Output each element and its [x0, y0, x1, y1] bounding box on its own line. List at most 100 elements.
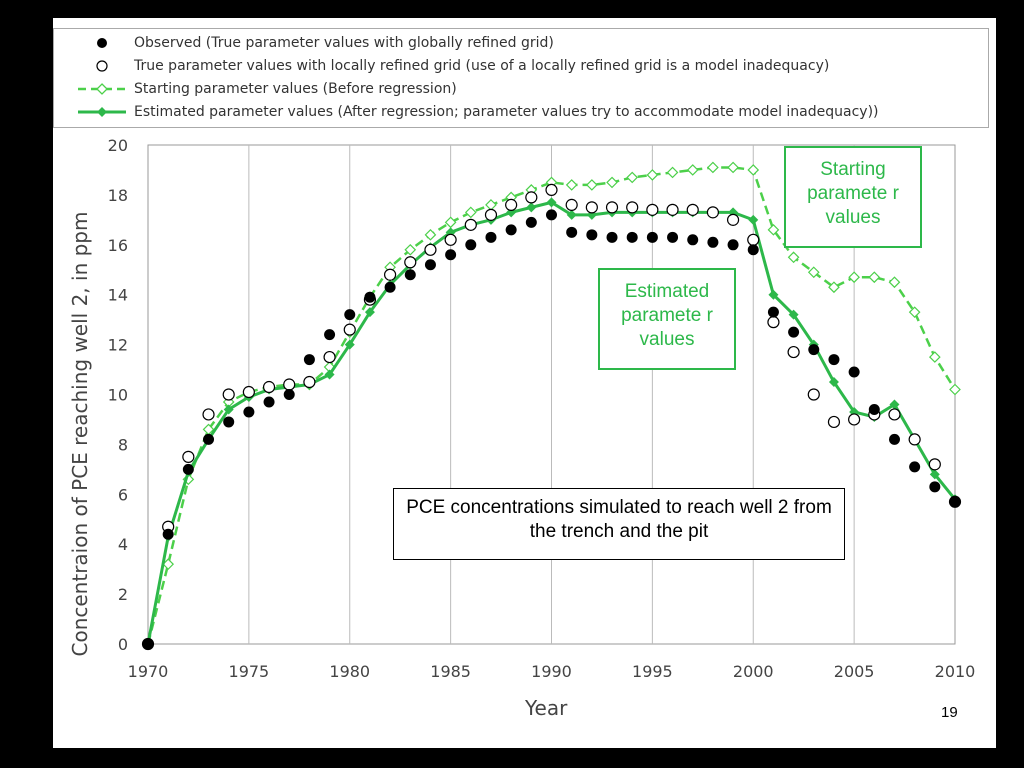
legend-label: Observed (True parameter values with glo…: [134, 35, 554, 51]
true-local-point: [464, 218, 477, 231]
starting-values-point: [928, 351, 941, 363]
true-local-point: [928, 458, 941, 471]
starting-values-point: [444, 216, 457, 229]
observed-point: [767, 306, 779, 318]
x-tick-label: 2005: [834, 662, 875, 681]
x-tick-label: 2000: [733, 662, 774, 681]
observed-point: [848, 366, 860, 378]
y-tick-label: 0: [118, 635, 128, 654]
observed-point: [566, 226, 578, 238]
starting-values-point: [949, 383, 961, 396]
starting-values-point: [767, 223, 780, 236]
true-local-point: [444, 233, 457, 246]
true-local-point: [323, 350, 336, 364]
chart-legend: Observed (True parameter values with glo…: [53, 28, 989, 128]
starting-values-point: [666, 166, 679, 179]
pce-description-text: PCE concentrations simulated to reach we…: [406, 497, 832, 542]
observed-point: [667, 231, 679, 243]
legend-item-observed: Observed (True parameter values with glo…: [54, 33, 988, 53]
true-local-point: [343, 323, 356, 336]
legend-item-estimated: Estimated parameter values (After regres…: [54, 102, 988, 122]
slide-number: 19: [941, 704, 958, 721]
observed-point: [324, 329, 336, 341]
observed-point: [687, 234, 699, 246]
observed-point: [505, 224, 517, 236]
starting-values-point: [828, 281, 840, 294]
true-local-point: [848, 413, 861, 426]
estimated-values-point: [546, 197, 557, 208]
true-local-point: [484, 208, 498, 221]
y-tick-label: 8: [118, 435, 128, 454]
true-local-point: [222, 388, 235, 401]
observed-point: [263, 396, 275, 408]
observed-point: [344, 309, 356, 321]
observed-point: [707, 236, 719, 248]
true-local-point: [908, 433, 921, 446]
x-tick-label: 1985: [430, 662, 471, 681]
x-tick-label: 1970: [128, 662, 169, 681]
true-local-point: [585, 201, 598, 214]
estimated-values-point: [526, 202, 537, 213]
x-tick-label: 1995: [632, 662, 673, 681]
legend-label: Starting parameter values (Before regres…: [134, 81, 457, 97]
observed-point: [546, 209, 557, 221]
x-axis-title: Year: [525, 696, 568, 720]
estimated-values-point: [364, 307, 375, 318]
pce-concentration-chart: 1970 1975 1980 1985 1990 1995 2000 2005 20100246…: [108, 136, 976, 681]
true-local-point: [706, 206, 720, 219]
y-tick-label: 12: [108, 336, 128, 355]
observed-point: [182, 463, 194, 475]
x-tick-label: 2010: [935, 662, 976, 681]
y-tick-label: 6: [118, 485, 128, 504]
true-local-point: [565, 198, 578, 211]
observed-point: [303, 354, 315, 366]
y-tick-label: 2: [118, 585, 128, 604]
x-tick-label: 1975: [229, 662, 270, 681]
starting-values-point: [888, 276, 901, 289]
observed-point: [223, 416, 235, 428]
observed-point: [203, 433, 215, 445]
estimated-values-point: [748, 214, 759, 225]
legend-item-starting: Starting parameter values (Before regres…: [54, 79, 988, 99]
starting-values-point: [626, 171, 639, 184]
estimated-values-point: [929, 469, 940, 480]
true-local-point: [525, 191, 538, 204]
pce-description-callout: PCE concentrations simulated to reach we…: [393, 488, 845, 560]
estimated-values-point: [788, 309, 799, 320]
y-tick-label: 4: [118, 535, 128, 554]
observed-point: [586, 229, 598, 241]
true-local-point: [726, 213, 740, 226]
y-tick-label: 10: [108, 386, 128, 405]
observed-point: [788, 326, 800, 338]
starting-values-point: [707, 161, 719, 174]
starting-values-point: [727, 161, 739, 174]
starting-values-line: [146, 166, 957, 645]
observed-point: [283, 389, 295, 400]
starting-values-point: [565, 179, 578, 191]
observed-point: [162, 528, 174, 540]
true-local-point: [505, 198, 518, 211]
observed-point: [929, 481, 941, 493]
true-local-point: [827, 415, 841, 429]
observed-point: [243, 406, 255, 418]
open-circle-icon: [96, 60, 108, 72]
observed-point: [949, 496, 961, 508]
estimated-values-point: [324, 369, 335, 380]
starting-values-point: [747, 164, 760, 176]
solid-line-diamond-icon: [78, 107, 126, 117]
observed-point: [646, 231, 658, 243]
estimated-values-point: [566, 209, 577, 220]
true-local-point: [686, 203, 699, 216]
starting-values-point: [586, 179, 598, 191]
true-local-point: [202, 408, 215, 421]
legend-label: True parameter values with locally refin…: [134, 58, 830, 74]
true-local-point: [626, 201, 639, 214]
true-local-point: [605, 201, 619, 214]
observed-point: [747, 244, 759, 256]
observed-point: [808, 344, 820, 356]
starting-values-point: [646, 169, 659, 181]
chart-series: [141, 161, 962, 651]
estimated-values-point: [344, 339, 355, 350]
true-local-point: [242, 385, 255, 399]
y-axis-title: Concentraion of PCE reaching well 2, in …: [68, 211, 92, 657]
